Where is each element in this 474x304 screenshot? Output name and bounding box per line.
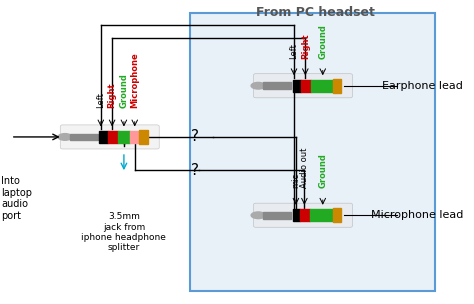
Text: Audio out: Audio out: [300, 148, 309, 188]
Bar: [300, 209, 310, 221]
Text: Microphone lead: Microphone lead: [371, 210, 463, 220]
Bar: [263, 212, 291, 219]
Text: Ground: Ground: [318, 24, 327, 59]
Text: From PC headset: From PC headset: [256, 6, 375, 19]
Bar: [301, 80, 311, 92]
Text: Earphone lead: Earphone lead: [383, 81, 463, 91]
Bar: [130, 131, 139, 143]
Text: Microphone: Microphone: [130, 53, 139, 108]
Bar: [333, 78, 341, 93]
Text: Into
laptop
audio
port: Into laptop audio port: [1, 176, 32, 221]
Text: Left: Left: [96, 92, 105, 108]
Ellipse shape: [251, 212, 265, 219]
Text: Right: Right: [301, 33, 310, 59]
Text: Left: Left: [290, 43, 299, 59]
Text: mic: mic: [292, 173, 301, 188]
Bar: [292, 209, 300, 221]
Text: 3.5mm
jack from
iphone headphone
splitter: 3.5mm jack from iphone headphone splitte…: [82, 212, 166, 252]
FancyBboxPatch shape: [190, 13, 435, 291]
Text: Ground: Ground: [119, 74, 128, 108]
FancyBboxPatch shape: [254, 74, 353, 98]
Text: Right: Right: [108, 83, 117, 108]
Bar: [263, 82, 291, 89]
Bar: [310, 209, 333, 221]
Bar: [70, 134, 98, 140]
Bar: [333, 208, 341, 223]
Bar: [139, 130, 148, 144]
Text: ?: ?: [191, 130, 199, 144]
Ellipse shape: [251, 82, 265, 89]
Ellipse shape: [58, 134, 72, 140]
FancyBboxPatch shape: [254, 203, 353, 227]
Text: Ground: Ground: [318, 153, 327, 188]
Bar: [118, 131, 130, 143]
Bar: [100, 131, 108, 143]
FancyBboxPatch shape: [60, 125, 159, 149]
Bar: [311, 80, 333, 92]
Bar: [108, 131, 118, 143]
Bar: [292, 80, 301, 92]
Text: ?: ?: [191, 163, 199, 178]
